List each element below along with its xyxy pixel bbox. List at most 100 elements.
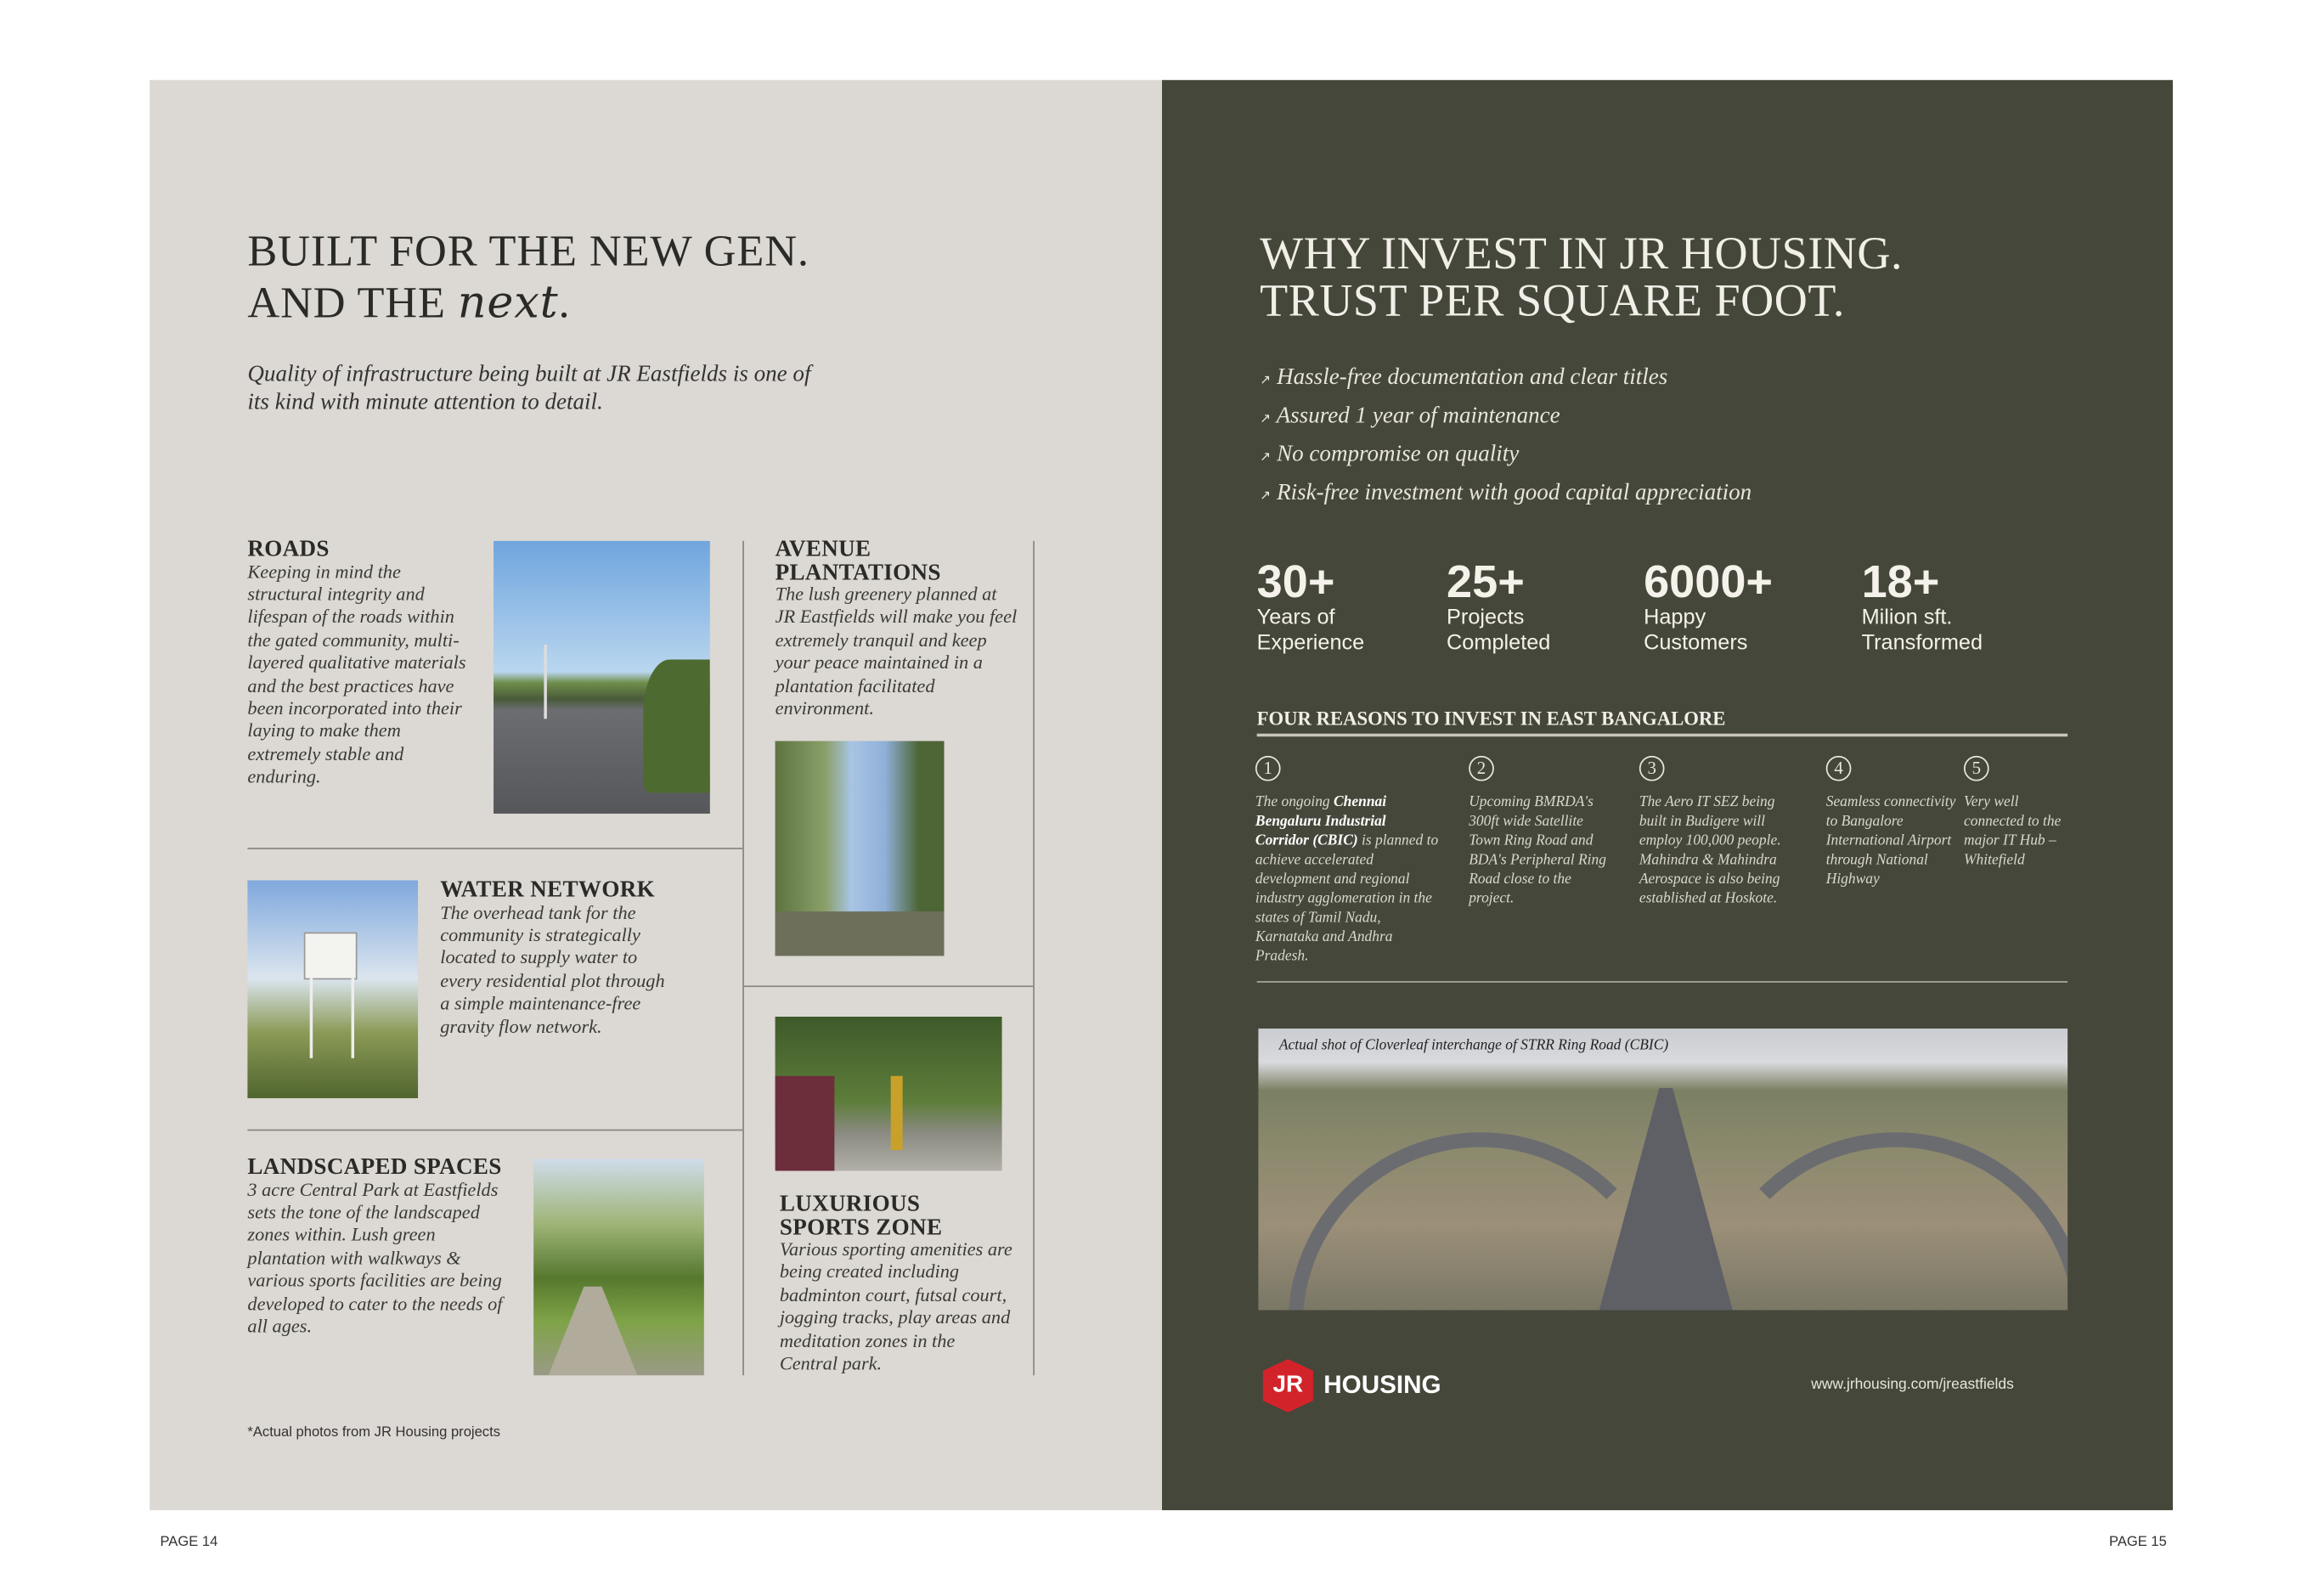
section-body: The overhead tank for the community is s…	[440, 901, 665, 1037]
bullet-text: Hassle-free documentation and clear titl…	[1277, 364, 1668, 390]
stat-value: 25+	[1447, 555, 1525, 608]
title-line-2: AND THE next.	[247, 277, 809, 329]
section-heading: LUXURIOUS SPORTS ZONE	[779, 1191, 943, 1240]
list-item: ↗ Risk-free investment with good capital…	[1260, 480, 1751, 518]
list-item: ↗ No compromise on quality	[1260, 442, 1751, 480]
footnote: *Actual photos from JR Housing projects	[247, 1424, 501, 1441]
section-avenue-plantations: AVENUE PLANTATIONS The lush greenery pla…	[776, 538, 1020, 720]
divider	[1256, 981, 2068, 983]
stat-sqft: 18+ Milion sft. Transformed	[1861, 555, 1983, 655]
cloverleaf-photo: Actual shot of Cloverleaf interchange of…	[1258, 1028, 2068, 1311]
reason-number: 5	[1963, 755, 1989, 781]
tank-legs	[309, 976, 355, 1058]
title-suffix: .	[558, 279, 571, 328]
sports-zone-photo	[775, 1017, 1002, 1171]
reason-pre: The ongoing	[1255, 794, 1334, 811]
benefits-list: ↗ Hassle-free documentation and clear ti…	[1260, 364, 1751, 518]
landscaped-photo	[533, 1159, 704, 1376]
section-landscaped-spaces: LANDSCAPED SPACES 3 acre Central Park at…	[247, 1156, 506, 1339]
section-heading: AVENUE PLANTATIONS	[775, 536, 941, 585]
section-body: 3 acre Central Park at Eastfields sets t…	[247, 1179, 503, 1337]
section-sports-zone: LUXURIOUS SPORTS ZONE Various sporting a…	[779, 1191, 1017, 1376]
trees-shape	[643, 659, 710, 793]
stat-customers: 6000+ Happy Customers	[1644, 555, 1774, 655]
arrow-up-right-icon: ↗	[1260, 448, 1272, 465]
reason-rest: is planned to achieve accelerated develo…	[1255, 832, 1439, 965]
stat-label: Projects	[1447, 606, 1525, 630]
section-heading: ROADS	[247, 536, 330, 562]
avenue-photo	[775, 741, 945, 956]
title-line-1: WHY INVEST IN JR HOUSING.	[1260, 226, 1904, 279]
divider	[1033, 540, 1035, 1376]
reason-text: The ongoing Chennai Bengaluru Industrial…	[1255, 793, 1441, 967]
page-number-right: PAGE 15	[2108, 1533, 2167, 1551]
reasons-heading: FOUR REASONS TO INVEST IN EAST BANGALORE	[1256, 707, 1726, 730]
reason-item: 5 Very well connected to the major IT Hu…	[1963, 755, 2075, 870]
bullet-text: Assured 1 year of maintenance	[1276, 403, 1560, 429]
divider	[1256, 733, 2068, 737]
right-title: WHY INVEST IN JR HOUSING. TRUST PER SQUA…	[1260, 229, 1903, 324]
title-prefix: AND THE	[247, 279, 446, 328]
reason-item: 2 Upcoming BMRDA's 300ft wide Satellite …	[1469, 755, 1610, 909]
reason-text: Seamless connectivity to Bangalore Inter…	[1825, 794, 1956, 888]
reason-text: The Aero IT SEZ being built in Budigere …	[1639, 794, 1781, 907]
section-body: The lush greenery planned at JR Eastfiel…	[775, 584, 1018, 719]
arrow-up-right-icon: ↗	[1260, 410, 1272, 426]
section-heading: LANDSCAPED SPACES	[247, 1154, 502, 1180]
stat-label: Years of	[1256, 606, 1335, 630]
ground-shape	[775, 911, 945, 956]
reason-text: Upcoming BMRDA's 300ft wide Satellite To…	[1469, 794, 1606, 907]
stat-value: 30+	[1256, 555, 1335, 608]
section-water-network: WATER NETWORK The overhead tank for the …	[440, 879, 669, 1039]
ramp-shape	[1702, 1132, 2068, 1310]
stat-experience: 30+ Years of Experience	[1256, 555, 1365, 655]
water-tank-photo	[247, 880, 419, 1098]
logo-text: HOUSING	[1323, 1371, 1441, 1400]
website-link[interactable]: www.jrhousing.com/jreastfields	[1811, 1377, 2014, 1394]
stat-label: Happy	[1644, 606, 1706, 630]
reason-number: 4	[1825, 755, 1852, 781]
section-roads: ROADS Keeping in mind the structural int…	[247, 538, 477, 789]
reason-item: 1 The ongoing Chennai Bengaluru Industri…	[1255, 755, 1441, 967]
stat-label: Completed	[1447, 630, 1551, 655]
stat-label: Milion sft.	[1861, 606, 1953, 630]
stat-value: 18+	[1861, 555, 1940, 608]
page-number-left: PAGE 14	[160, 1533, 218, 1551]
title-script-word: next	[457, 277, 559, 330]
plants-shape	[775, 1075, 835, 1171]
bullet-text: Risk-free investment with good capital a…	[1277, 480, 1752, 506]
section-body: Keeping in mind the structural integrity…	[247, 561, 466, 787]
stat-label: Customers	[1644, 630, 1748, 655]
title-line-2: TRUST PER SQUARE FOOT.	[1260, 273, 1845, 326]
left-lead: Quality of infrastructure being built at…	[247, 361, 811, 415]
reason-bold: Chennai Bengaluru Industrial Corridor (C…	[1255, 794, 1387, 849]
divider	[247, 848, 743, 849]
list-item: ↗ Assured 1 year of maintenance	[1260, 403, 1751, 442]
arrow-up-right-icon: ↗	[1260, 488, 1272, 503]
title-line-1: BUILT FOR THE NEW GEN.	[247, 226, 809, 276]
person-shape	[890, 1075, 903, 1151]
bullet-text: No compromise on quality	[1277, 441, 1520, 467]
list-item: ↗ Hassle-free documentation and clear ti…	[1260, 364, 1751, 403]
lamp-post	[544, 645, 547, 719]
divider	[742, 985, 1034, 988]
ramp-shape	[1288, 1132, 1673, 1311]
logo-mark-text: JR	[1272, 1372, 1304, 1398]
roads-photo	[494, 540, 710, 814]
photo-caption: Actual shot of Cloverleaf interchange of…	[1278, 1037, 1669, 1054]
walkway-shape	[548, 1286, 638, 1376]
reason-number: 1	[1255, 755, 1281, 781]
stat-label: Experience	[1256, 630, 1365, 655]
stat-value: 6000+	[1644, 555, 1774, 608]
section-heading: WATER NETWORK	[440, 877, 656, 903]
section-body: Various sporting amenities are being cre…	[779, 1238, 1013, 1374]
reason-number: 3	[1639, 755, 1665, 781]
arrow-up-right-icon: ↗	[1260, 371, 1272, 387]
logo-mark: JR	[1262, 1359, 1313, 1412]
reason-text: Very well connected to the major IT Hub …	[1963, 794, 2062, 869]
stat-projects: 25+ Projects Completed	[1447, 555, 1551, 655]
left-title: BUILT FOR THE NEW GEN. AND THE next.	[247, 225, 809, 329]
stat-label: Transformed	[1861, 630, 1983, 655]
reason-number: 2	[1469, 755, 1494, 781]
reason-item: 3 The Aero IT SEZ being built in Budiger…	[1639, 755, 1795, 909]
